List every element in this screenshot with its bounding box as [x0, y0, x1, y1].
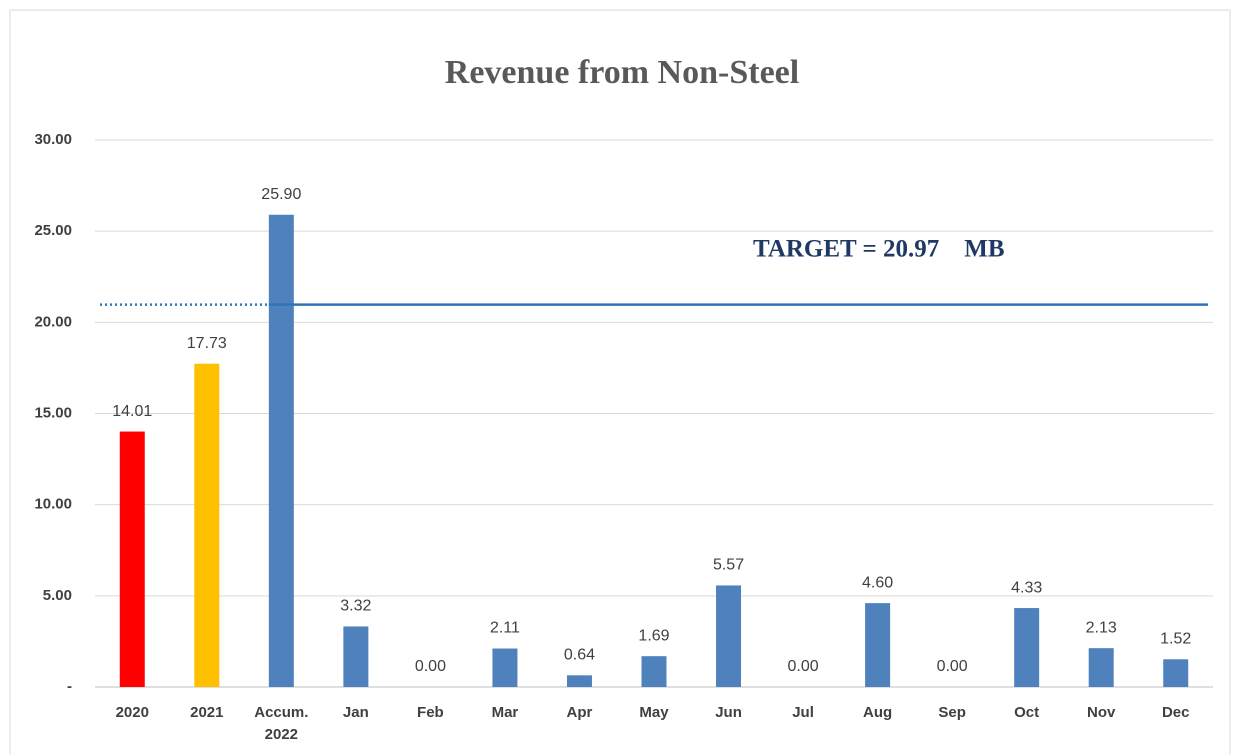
x-tick-label: 2020 [115, 704, 149, 721]
bar [1014, 608, 1040, 687]
bar [343, 626, 369, 687]
y-tick-label: 5.00 [43, 587, 72, 604]
data-label: 4.60 [862, 574, 893, 591]
bar [268, 214, 294, 688]
x-tick-label: Aug [863, 704, 893, 721]
chart-title: Revenue from Non-Steel [445, 54, 799, 91]
data-label: 14.01 [112, 403, 152, 420]
x-tick-label: May [639, 704, 669, 721]
y-tick-label: 25.00 [34, 222, 72, 239]
data-label: 2.13 [1086, 619, 1117, 636]
data-label: 17.73 [187, 335, 227, 352]
chart-border [9, 9, 1231, 754]
data-label: 0.00 [787, 658, 818, 675]
x-tick-label: Oct [1014, 704, 1040, 721]
bar [566, 675, 592, 687]
x-tick-label: Apr [566, 704, 593, 721]
bar [492, 648, 518, 687]
data-label: 2.11 [490, 620, 520, 637]
bar [716, 585, 742, 687]
y-tick-label: 30.00 [34, 131, 72, 148]
data-label: 4.33 [1011, 579, 1042, 596]
data-label: 1.52 [1160, 631, 1191, 648]
x-tick-label: Mar [491, 704, 519, 721]
bar [1163, 659, 1189, 687]
data-label: 25.90 [261, 186, 301, 203]
x-tick-label: Sep [938, 704, 966, 721]
x-tick-label: 2021 [190, 704, 224, 721]
data-label: 0.00 [415, 658, 446, 675]
y-tick-label: 10.00 [34, 496, 72, 513]
data-label: 5.57 [713, 557, 744, 574]
y-tick-label: - [67, 678, 72, 695]
bar [194, 363, 220, 687]
x-tick-label: Jun [715, 704, 742, 721]
y-tick-label: 15.00 [34, 404, 72, 421]
data-label: 0.00 [937, 658, 968, 675]
y-tick-label: 20.00 [34, 313, 72, 330]
x-tick-label: Jul [792, 704, 814, 721]
bar [641, 656, 667, 687]
x-tick-label: Jan [342, 704, 369, 721]
bar [1088, 648, 1114, 687]
bar [865, 603, 891, 687]
x-tick-label: Accum. 2022 [254, 704, 309, 743]
data-label: 1.69 [638, 627, 669, 644]
data-label: 3.32 [340, 598, 371, 615]
target-label: TARGET = 20.97 MB [753, 236, 1005, 263]
bar [119, 431, 145, 687]
x-tick-label: Nov [1087, 704, 1116, 721]
x-tick-label: Dec [1161, 704, 1190, 721]
x-tick-label: Feb [417, 704, 444, 721]
data-label: 0.64 [564, 647, 595, 664]
